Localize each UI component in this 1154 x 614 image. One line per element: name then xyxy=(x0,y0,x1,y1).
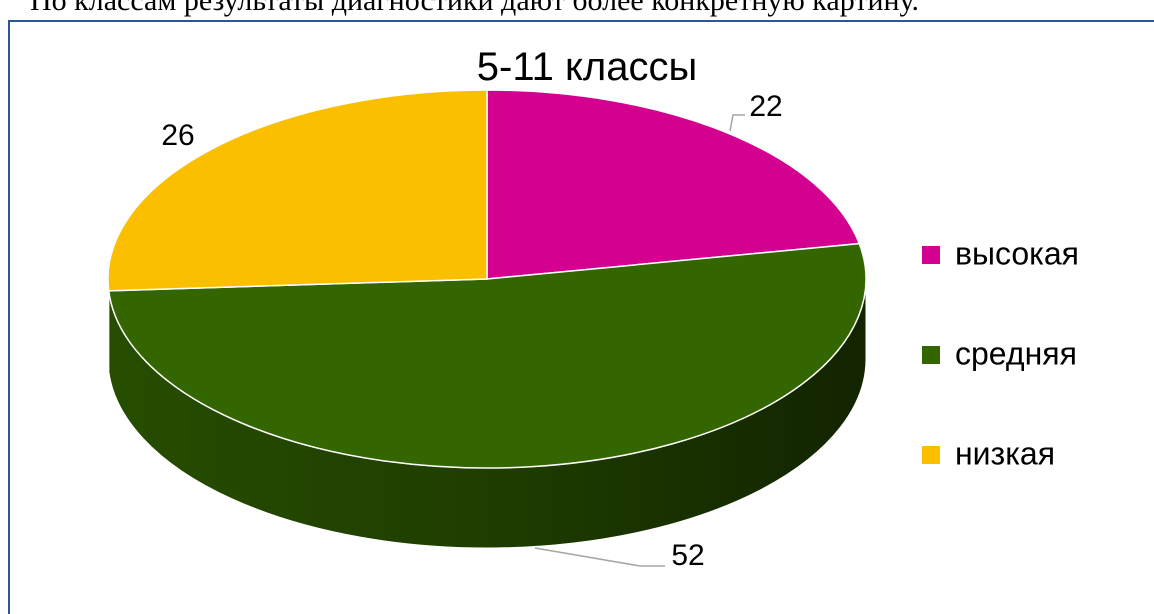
legend-label: высокая xyxy=(955,235,1079,271)
data-label: 26 xyxy=(161,119,194,152)
legend-swatch xyxy=(922,346,940,364)
leader-line xyxy=(534,547,665,567)
pie-slice xyxy=(107,242,867,469)
pie-slice xyxy=(107,89,488,292)
leader-line xyxy=(729,114,745,132)
pie-slice xyxy=(486,89,861,280)
legend-label: средняя xyxy=(955,335,1077,371)
legend-label: низкая xyxy=(955,435,1055,471)
legend-swatch xyxy=(922,246,940,264)
data-label: 22 xyxy=(749,90,782,123)
document-text: По классам результаты диагностики дают б… xyxy=(30,0,919,17)
legend-swatch xyxy=(922,446,940,464)
data-label: 52 xyxy=(671,539,704,572)
chart-title: 5-11 классы xyxy=(477,45,698,89)
